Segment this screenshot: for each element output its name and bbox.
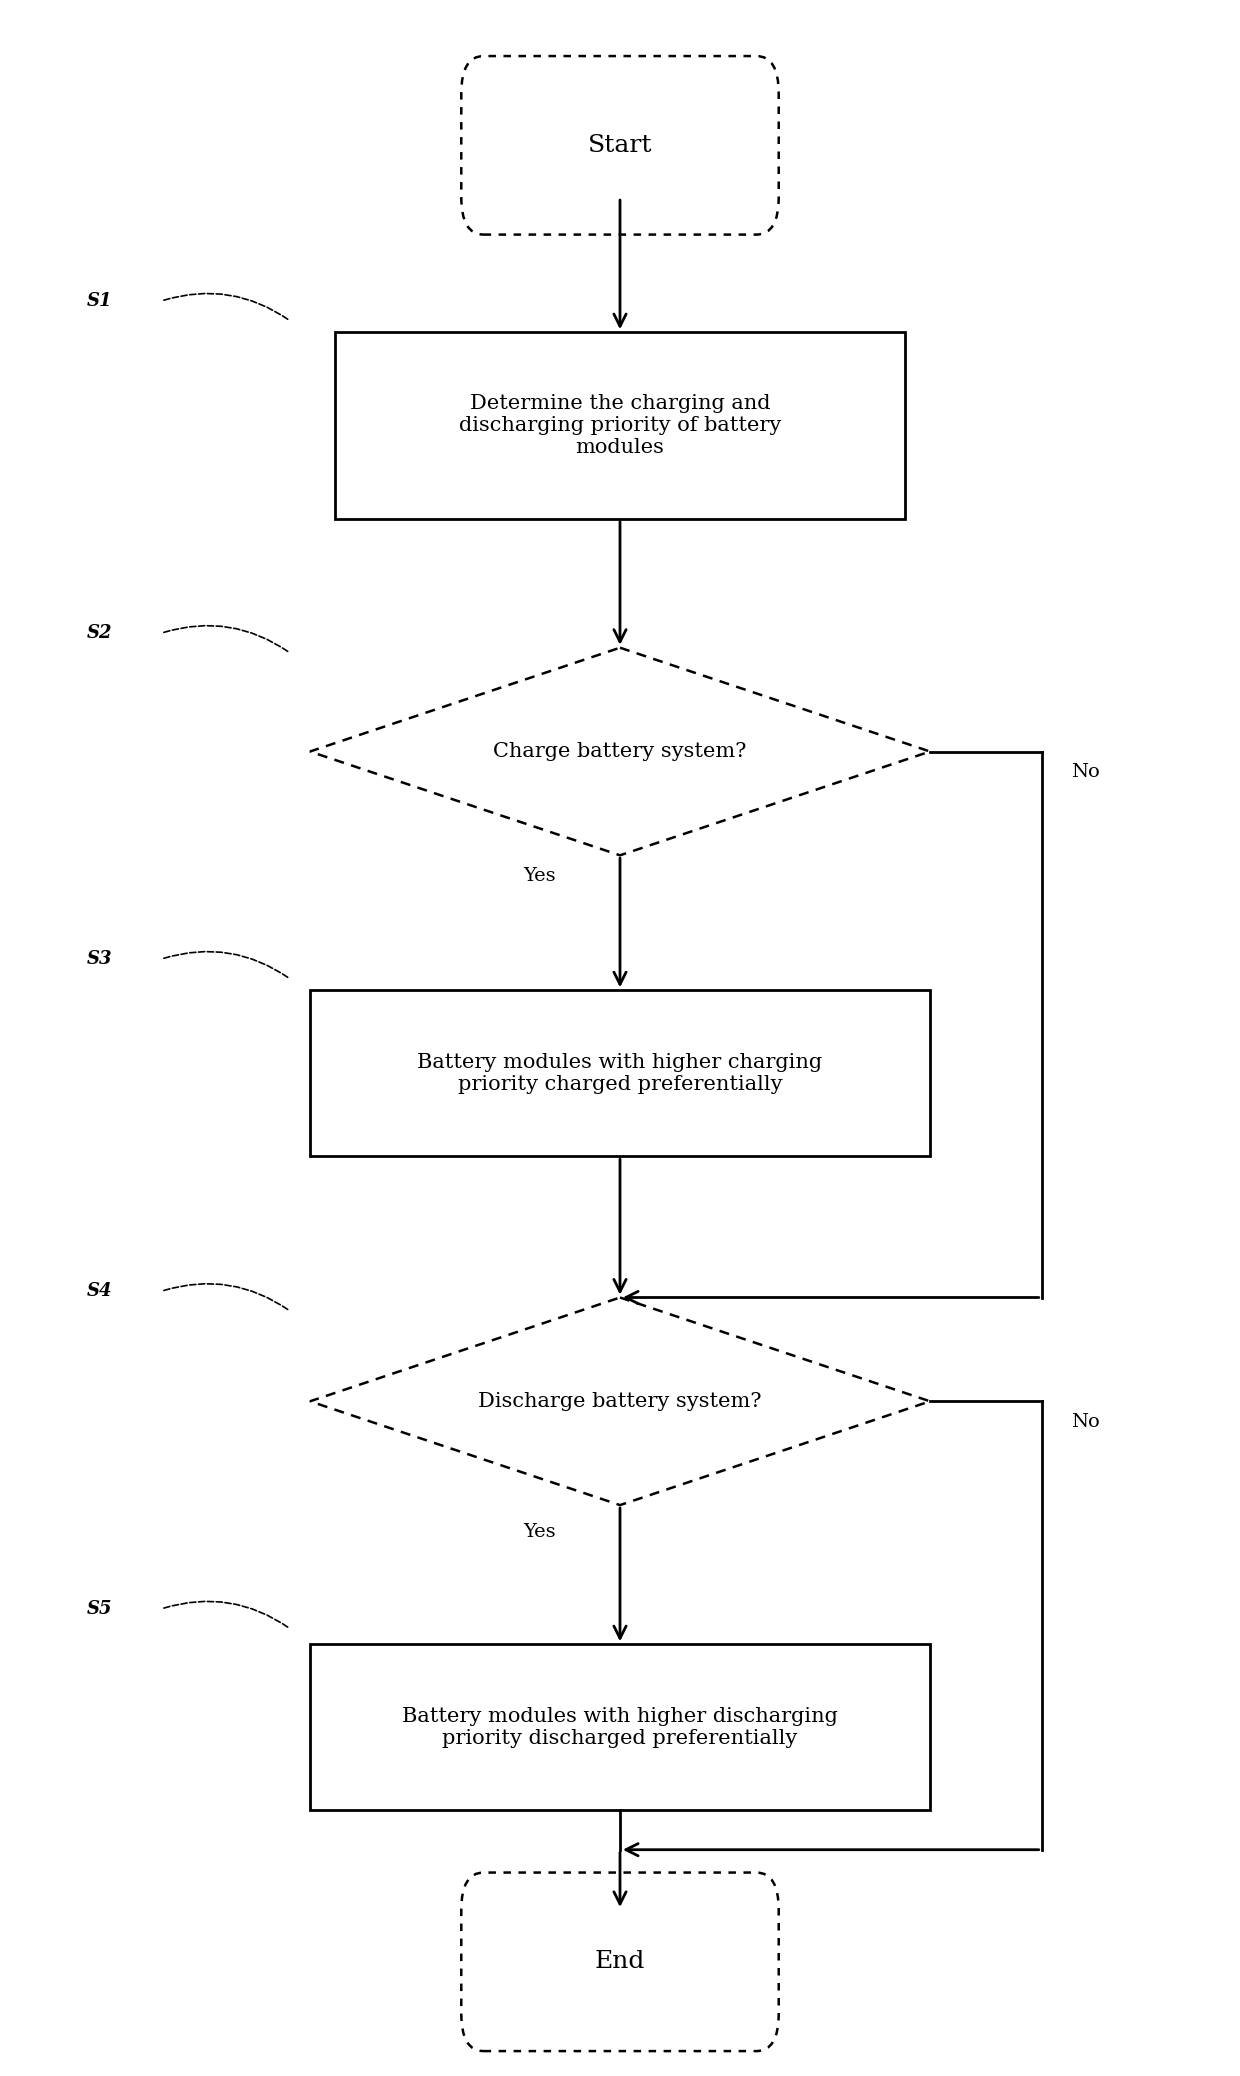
Text: Determine the charging and
discharging priority of battery
modules: Determine the charging and discharging p… (459, 394, 781, 457)
Text: No: No (1070, 1414, 1100, 1430)
Text: S2: S2 (87, 625, 112, 641)
Polygon shape (310, 1298, 930, 1505)
FancyBboxPatch shape (461, 56, 779, 235)
FancyBboxPatch shape (461, 1873, 779, 2051)
Text: Battery modules with higher charging
priority charged preferentially: Battery modules with higher charging pri… (418, 1053, 822, 1094)
Bar (310, 1644, 930, 1810)
Polygon shape (310, 648, 930, 855)
Text: S4: S4 (87, 1283, 112, 1300)
Bar (335, 332, 905, 519)
Text: S3: S3 (87, 951, 112, 967)
Text: Yes: Yes (523, 868, 556, 884)
Text: End: End (595, 1949, 645, 1974)
Text: No: No (1070, 764, 1100, 781)
Text: Yes: Yes (523, 1524, 556, 1540)
Text: S5: S5 (87, 1601, 112, 1617)
Bar (310, 990, 930, 1156)
Text: Charge battery system?: Charge battery system? (494, 741, 746, 762)
Text: Start: Start (588, 133, 652, 158)
Text: Discharge battery system?: Discharge battery system? (479, 1391, 761, 1412)
Text: S1: S1 (87, 293, 112, 309)
Text: Battery modules with higher discharging
priority discharged preferentially: Battery modules with higher discharging … (402, 1706, 838, 1748)
